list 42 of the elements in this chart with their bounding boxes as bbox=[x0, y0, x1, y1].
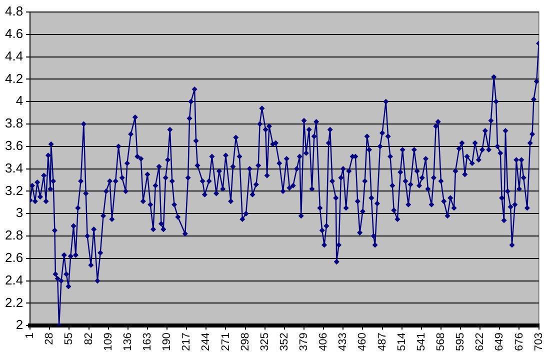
x-tick-label: 514 bbox=[396, 332, 408, 352]
y-tick-label: 2.4 bbox=[4, 272, 24, 288]
x-tick-label: 622 bbox=[474, 332, 486, 352]
x-tick-label: 541 bbox=[415, 332, 428, 352]
x-tick-label: 1 bbox=[24, 332, 36, 339]
x-tick-label: 487 bbox=[376, 332, 388, 352]
y-tick-label: 4 bbox=[16, 93, 24, 108]
x-tick-label: 325 bbox=[258, 332, 271, 352]
y-tick-label: 4.4 bbox=[4, 48, 24, 64]
y-tick-label: 4.6 bbox=[4, 26, 24, 41]
y-tick-label: 3.6 bbox=[4, 138, 24, 153]
x-tick-label: 217 bbox=[180, 332, 193, 352]
y-tick-label: 2.2 bbox=[4, 294, 24, 310]
x-tick-label: 595 bbox=[454, 332, 467, 352]
x-tick-label: 190 bbox=[161, 332, 174, 352]
y-tick-label: 4.8 bbox=[4, 4, 24, 19]
y-tick-label: 2 bbox=[16, 317, 24, 332]
y-tick-label: 3.8 bbox=[4, 116, 24, 131]
x-tick-label: 703 bbox=[532, 332, 545, 352]
x-tick-label: 109 bbox=[102, 332, 114, 352]
x-tick-label: 649 bbox=[494, 332, 506, 352]
x-tick-label: 352 bbox=[278, 332, 290, 352]
x-tick-label: 271 bbox=[220, 332, 232, 352]
x-tick-label: 433 bbox=[337, 332, 350, 352]
x-tick-label: 406 bbox=[318, 332, 330, 352]
x-tick-label: 460 bbox=[356, 332, 369, 352]
x-tick-label: 55 bbox=[63, 332, 76, 345]
x-tick-label: 136 bbox=[122, 332, 134, 352]
x-tick-label: 379 bbox=[298, 332, 310, 352]
y-tick-label: 2.6 bbox=[4, 250, 24, 266]
y-tick-label: 3 bbox=[16, 205, 24, 220]
x-tick-label: 82 bbox=[82, 332, 95, 345]
x-tick-label: 568 bbox=[435, 332, 447, 352]
y-tick-label: 3.4 bbox=[4, 160, 24, 176]
x-tick-label: 163 bbox=[142, 332, 154, 352]
y-tick-label: 2.8 bbox=[4, 228, 24, 243]
x-tick-label: 28 bbox=[44, 332, 56, 345]
x-tick-label: 244 bbox=[200, 332, 212, 352]
x-tick-label: 676 bbox=[513, 332, 526, 352]
y-tick-label: 3.2 bbox=[4, 182, 24, 198]
x-tick-label: 298 bbox=[239, 332, 252, 352]
y-tick-label: 4.2 bbox=[4, 70, 24, 86]
